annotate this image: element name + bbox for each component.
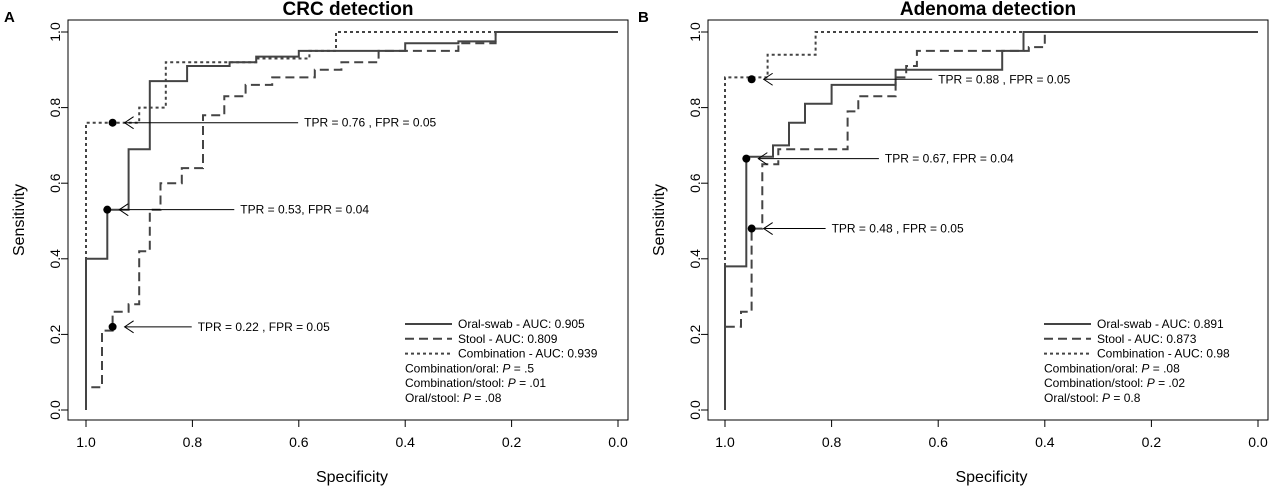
x-tick-label: 0.2 — [1142, 434, 1162, 450]
operating-point-marker — [747, 224, 756, 233]
chart-title: CRC detection — [283, 0, 414, 20]
y-tick-label: 0.0 — [47, 400, 63, 420]
operating-point-marker — [108, 322, 117, 331]
y-tick-label: 1.0 — [47, 22, 63, 42]
y-tick-label: 0.6 — [687, 173, 703, 193]
panel-label: A — [4, 9, 15, 26]
x-tick-label: 0.4 — [395, 434, 415, 450]
y-tick-label: 0.0 — [687, 400, 703, 420]
annotation-arrow-head — [757, 152, 768, 166]
panel-label: B — [638, 9, 649, 26]
legend-entry: Stool - AUC: 0.809 — [458, 332, 558, 346]
y-tick-label: 0.6 — [47, 173, 63, 193]
y-tick-label: 0.2 — [687, 324, 703, 344]
roc-line-combination — [85, 31, 618, 410]
x-tick-label: 0.8 — [822, 434, 842, 450]
operating-point-marker — [747, 75, 756, 84]
y-tick-label: 0.4 — [47, 249, 63, 269]
annotation-arrow-head — [762, 222, 773, 235]
y-tick-label: 0.8 — [47, 98, 63, 118]
legend-entry: Oral-swab - AUC: 0.891 — [1097, 317, 1224, 331]
annotation-label: TPR = 0.76 , FPR = 0.05 — [304, 116, 436, 130]
x-tick-label: 1.0 — [715, 434, 735, 450]
x-tick-label: 0.8 — [183, 434, 203, 450]
legend-entry: Combination - AUC: 0.939 — [458, 347, 598, 361]
legend-entry: Stool - AUC: 0.873 — [1097, 332, 1197, 346]
legend-entry: Oral-swab - AUC: 0.905 — [458, 317, 585, 331]
annotation-label: TPR = 0.48 , FPR = 0.05 — [832, 222, 964, 236]
annotation-arrow-head — [762, 72, 773, 86]
operating-point-marker — [742, 154, 751, 163]
legend-pvalue: Oral/stool: P = .08 — [405, 391, 502, 405]
x-axis-label: Specificity — [955, 469, 1027, 486]
x-tick-label: 0.6 — [289, 434, 309, 450]
annotation-arrow-head — [123, 320, 134, 334]
chart-panel-a: CRC detection A Specificity Sensitivity 1.0 0… — [4, 0, 629, 486]
y-axis-label: Sensitivity — [11, 184, 28, 256]
x-axis-label: Specificity — [316, 469, 388, 486]
legend-pvalue: Combination/oral: P = .5 — [405, 361, 534, 375]
plot-frame — [67, 19, 629, 421]
x-tick-label: 0.0 — [608, 434, 628, 450]
plot-frame — [707, 19, 1269, 421]
legend-entry: Combination - AUC: 0.98 — [1097, 347, 1230, 361]
legend-pvalue: Combination/stool: P = .01 — [405, 376, 546, 390]
legend-pvalue: Combination/oral: P = .08 — [1044, 361, 1180, 375]
legend-pvalue: Combination/stool: P = .02 — [1044, 376, 1185, 390]
operating-point-marker — [103, 205, 112, 214]
chart-title: Adenoma detection — [900, 0, 1076, 20]
y-tick-label: 0.4 — [687, 249, 703, 269]
annotation-arrow-head — [118, 203, 129, 217]
operating-point-marker — [108, 118, 117, 127]
annotation-label: TPR = 0.53, FPR = 0.04 — [240, 203, 369, 217]
roc-line-combination — [724, 31, 1258, 410]
x-tick-label: 0.4 — [1035, 434, 1055, 450]
y-tick-label: 0.2 — [47, 324, 63, 344]
annotation-arrow-head — [123, 116, 134, 130]
x-tick-label: 0.6 — [928, 434, 948, 450]
chart-panel-b: Adenoma detection B Specificity Sensitivity… — [638, 0, 1269, 486]
y-tick-label: 1.0 — [687, 22, 703, 42]
legend-pvalue: Oral/stool: P = 0.8 — [1044, 391, 1141, 405]
roc-line-stool — [724, 31, 1258, 410]
y-axis-label: Sensitivity — [651, 184, 668, 256]
roc-line-stool — [85, 31, 618, 410]
x-tick-label: 0.0 — [1248, 434, 1268, 450]
x-tick-label: 1.0 — [76, 434, 96, 450]
x-tick-label: 0.2 — [502, 434, 522, 450]
annotation-label: TPR = 0.67, FPR = 0.04 — [885, 152, 1014, 166]
annotation-label: TPR = 0.22 , FPR = 0.05 — [198, 320, 330, 334]
annotation-label: TPR = 0.88 , FPR = 0.05 — [938, 72, 1070, 86]
y-tick-label: 0.8 — [687, 98, 703, 118]
